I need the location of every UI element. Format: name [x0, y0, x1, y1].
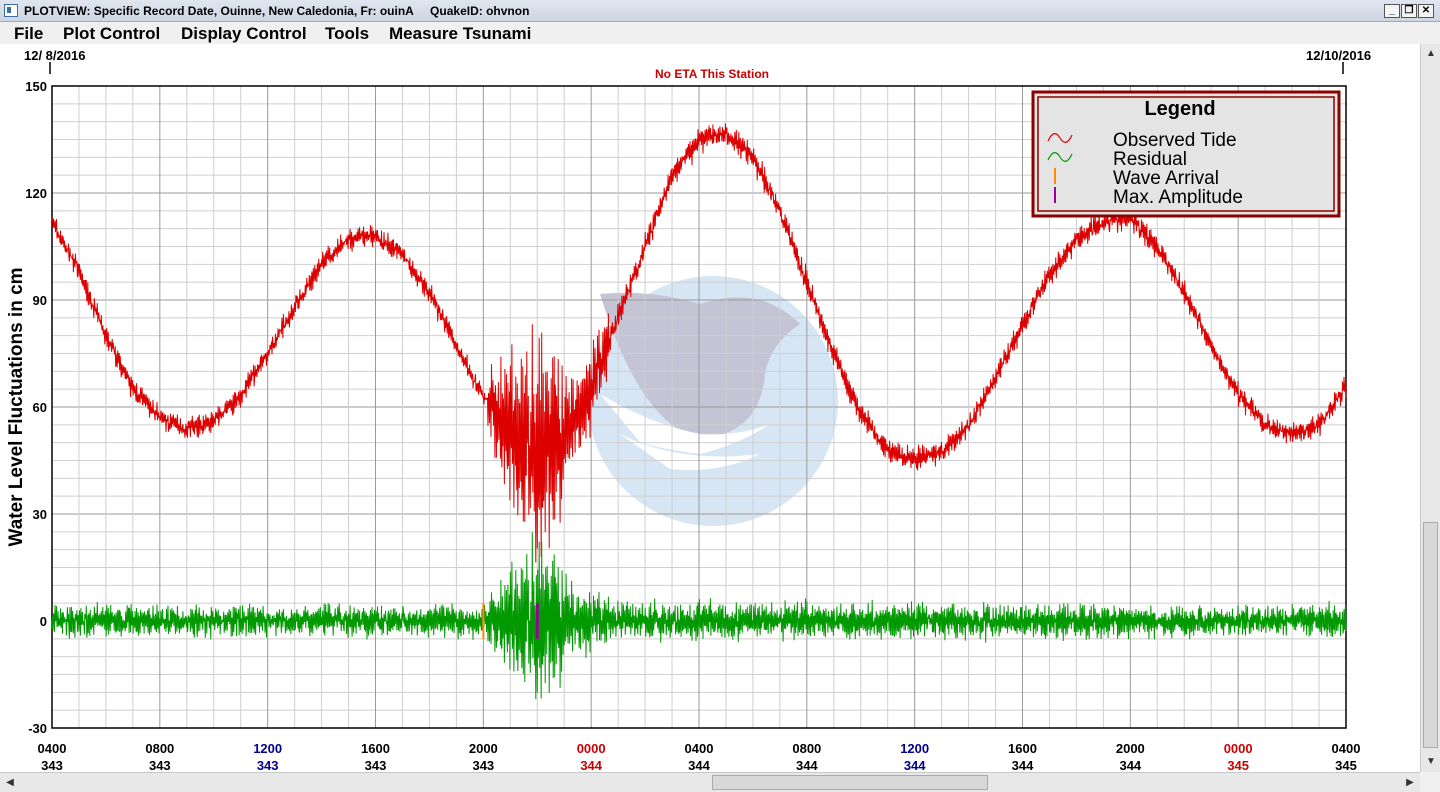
x-tick-time-label: 2000 — [469, 741, 498, 756]
legend-label-max-amplitude: Max. Amplitude — [1113, 187, 1243, 208]
menu-display-control[interactable]: Display Control — [181, 24, 307, 43]
plot-area: 12/ 8/2016 12/10/2016 No ETA This Statio… — [0, 44, 1420, 773]
y-tick-label: 60 — [33, 400, 47, 415]
menu-plot-control[interactable]: Plot Control — [63, 24, 161, 43]
scroll-right-arrow-icon[interactable]: ▶ — [1406, 777, 1414, 788]
x-tick-time-label: 0800 — [792, 741, 821, 756]
legend-label-observed-tide: Observed Tide — [1113, 130, 1237, 151]
plot-frame — [51, 85, 1347, 729]
title-bar: PLOTVIEW: Specific Record Date, Ouinne, … — [0, 0, 1440, 22]
window-title: PLOTVIEW: Specific Record Date, Ouinne, … — [24, 4, 530, 18]
legend-title: Legend — [1144, 98, 1215, 120]
x-tick-day-label: 343 — [472, 758, 494, 772]
x-tick-time-label: 2000 — [1116, 741, 1145, 756]
y-tick-label: 120 — [25, 186, 47, 201]
menu-bar: File Plot Control Display Control Tools … — [0, 22, 1440, 44]
x-tick-time-label: 0000 — [1224, 741, 1253, 756]
x-tick-time-label: 0000 — [577, 741, 606, 756]
x-axis-ticks: 0400 343 0800 343 1200 343 1600 343 2000 343 0000 3… — [38, 741, 1361, 773]
x-tick-day-label: 343 — [365, 758, 387, 772]
scroll-down-arrow-icon[interactable]: ▼ — [1426, 756, 1436, 767]
legend-symbol-residual — [1047, 152, 1073, 162]
horizontal-scrollbar[interactable]: ◀ ▶ — [0, 772, 1420, 792]
x-tick-day-label: 343 — [41, 758, 63, 772]
minimize-button[interactable]: _ — [1384, 4, 1400, 18]
horizontal-scroll-thumb[interactable] — [712, 775, 988, 790]
x-tick-day-label: 345 — [1335, 758, 1357, 772]
x-tick-day-label: 343 — [149, 758, 171, 772]
y-tick-label: 30 — [33, 507, 47, 522]
x-tick-day-label: 344 — [904, 758, 926, 772]
menu-file[interactable]: File — [14, 24, 44, 43]
x-tick-time-label: 0800 — [145, 741, 174, 756]
x-tick-day-label: 343 — [257, 758, 279, 772]
legend-label-wave-arrival: Wave Arrival — [1113, 168, 1219, 189]
x-tick-time-label: 0400 — [685, 741, 714, 756]
menu-measure-tsunami[interactable]: Measure Tsunami — [389, 24, 532, 43]
x-tick-time-label: 1600 — [1008, 741, 1037, 756]
y-tick-label: 90 — [33, 293, 47, 308]
legend-label-residual: Residual — [1113, 149, 1187, 170]
x-tick-time-label: 0400 — [38, 741, 67, 756]
y-tick-label: -30 — [28, 721, 47, 736]
y-tick-label: 150 — [25, 79, 47, 94]
residual-line — [51, 532, 1347, 700]
menu-tools[interactable]: Tools — [325, 24, 370, 43]
x-tick-day-label: 344 — [796, 758, 818, 772]
y-axis-ticks: -30 0 30 60 90 120 150 — [25, 79, 47, 736]
end-date-label: 12/10/2016 — [1306, 48, 1371, 63]
x-tick-time-label: 1200 — [253, 741, 282, 756]
scroll-left-arrow-icon[interactable]: ◀ — [6, 777, 14, 788]
x-tick-day-label: 344 — [1119, 758, 1141, 772]
app-icon — [4, 4, 18, 17]
noaa-watermark-logo — [588, 276, 838, 526]
scrollbar-corner — [1420, 772, 1440, 792]
y-tick-label: 0 — [40, 614, 47, 629]
x-tick-time-label: 1200 — [900, 741, 929, 756]
eta-label: No ETA This Station — [655, 67, 769, 81]
x-tick-day-label: 345 — [1227, 758, 1249, 772]
x-tick-day-label: 344 — [580, 758, 602, 772]
x-tick-time-label: 1600 — [361, 741, 390, 756]
x-tick-day-label: 344 — [1012, 758, 1034, 772]
vertical-scrollbar[interactable]: ▲ ▼ — [1420, 44, 1440, 772]
legend-box — [1031, 90, 1341, 218]
legend-symbol-observed-tide — [1047, 133, 1073, 143]
y-axis-label: Water Level Fluctuations in cm — [6, 267, 27, 546]
x-tick-time-label: 0400 — [1332, 741, 1361, 756]
scroll-up-arrow-icon[interactable]: ▲ — [1426, 48, 1436, 59]
x-tick-day-label: 344 — [688, 758, 710, 772]
vertical-scroll-thumb[interactable] — [1423, 522, 1438, 748]
restore-button[interactable]: ❐ — [1401, 4, 1417, 18]
close-button[interactable]: ✕ — [1418, 4, 1434, 18]
tide-chart[interactable]: 12/ 8/2016 12/10/2016 No ETA This Statio… — [0, 44, 1420, 773]
legend: Legend Observed Tide Residual Wave Arriv… — [1031, 90, 1341, 218]
start-date-label: 12/ 8/2016 — [24, 48, 85, 63]
